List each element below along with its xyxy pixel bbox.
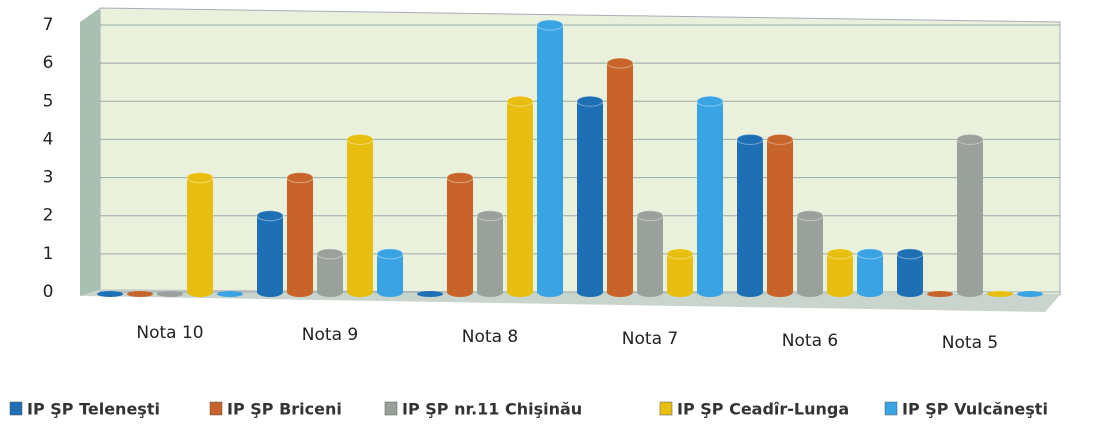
bar: [1017, 291, 1043, 297]
bar-top: [896, 248, 924, 260]
bar: [97, 291, 123, 297]
bar: [417, 291, 443, 297]
bar-top: [606, 57, 634, 69]
legend-label: IP ŞP Briceni: [227, 400, 342, 419]
x-tick-label: Nota 9: [302, 325, 358, 345]
bar-shade: [187, 172, 213, 297]
bar-shade: [737, 134, 764, 297]
bar-shade: [797, 210, 823, 297]
y-tick-label: 3: [43, 168, 54, 188]
bar-shade: [447, 172, 473, 297]
legend-swatch: [884, 401, 898, 416]
bar-shade: [347, 134, 373, 297]
bar-top: [826, 248, 854, 260]
bar-shade: [537, 20, 563, 297]
bar-top: [186, 172, 214, 184]
bar-top: [736, 133, 764, 145]
legend-label: IP ŞP Teleneşti: [27, 400, 160, 419]
bar-top: [446, 172, 474, 184]
bar: [987, 291, 1013, 297]
bar-shade: [287, 172, 313, 297]
bar-shade: [857, 248, 883, 297]
legend-label: IP ŞP nr.11 Chişinău: [402, 400, 582, 419]
legend-swatch: [384, 401, 398, 416]
bar-shade: [257, 210, 283, 297]
bar: [927, 291, 953, 297]
y-tick-label: 6: [43, 53, 54, 73]
legend-swatch: [209, 401, 223, 416]
bar-top: [576, 95, 604, 107]
bar-top: [636, 210, 664, 222]
legend-swatch: [659, 401, 673, 416]
bar-shade: [577, 96, 603, 298]
bar-top: [376, 248, 404, 260]
bar-shade: [957, 134, 983, 297]
x-tick-label: Nota 10: [136, 323, 203, 343]
bar-shade: [667, 248, 693, 297]
bar-shade: [607, 58, 633, 298]
legend-swatch: [9, 401, 23, 416]
x-tick-label: Nota 7: [622, 329, 678, 349]
y-tick-label: 5: [43, 91, 54, 111]
bar-shade: [317, 248, 343, 297]
bar: [217, 291, 243, 297]
bar-top: [476, 210, 504, 222]
bar-shade: [767, 134, 794, 297]
bar-shade: [827, 248, 853, 297]
bar-top: [766, 133, 794, 145]
x-tick-label: Nota 8: [462, 327, 518, 347]
bar-shade: [507, 96, 533, 298]
bar-top: [856, 248, 884, 260]
bar-shade: [377, 248, 403, 297]
y-tick-label: 1: [43, 244, 54, 264]
x-tick-label: Nota 6: [782, 331, 838, 351]
y-tick-label: 4: [43, 129, 54, 149]
y-tick-label: 7: [43, 15, 54, 35]
bar-top: [256, 210, 284, 222]
bar-top: [346, 133, 374, 145]
legend-label: IP ŞP Ceadîr-Lunga: [677, 400, 849, 419]
side-wall: [80, 8, 100, 296]
bar-shade: [637, 210, 663, 297]
bar-top: [286, 172, 314, 184]
bar: [157, 291, 183, 297]
bar-top: [316, 248, 344, 260]
y-tick-label: 0: [43, 282, 54, 302]
bar-shade: [697, 96, 723, 298]
bar: [127, 291, 153, 297]
bar-shade: [477, 210, 503, 297]
bar-top: [506, 95, 534, 107]
x-tick-label: Nota 5: [942, 333, 998, 353]
bar-top: [696, 95, 724, 107]
bar-top: [796, 210, 824, 222]
bar-top: [956, 133, 984, 145]
legend-label: IP ŞP Vulcăneşti: [902, 400, 1048, 419]
y-tick-label: 2: [43, 206, 54, 226]
bar-top: [666, 248, 694, 260]
bar-shade: [897, 248, 923, 297]
bar-top: [536, 19, 564, 31]
